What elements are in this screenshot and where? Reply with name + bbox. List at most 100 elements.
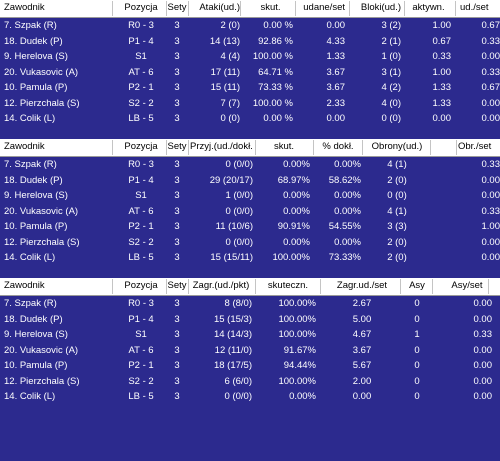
column-divider[interactable] xyxy=(240,1,241,16)
table-cell: P1 - 4 xyxy=(128,35,154,47)
column-divider[interactable] xyxy=(188,279,189,294)
column-divider[interactable] xyxy=(255,140,256,155)
table-row[interactable]: 12. Pierzchala (S) S2 - 2 3 7 (7) 100.00 % 2.… xyxy=(0,96,500,112)
table-cell: 0.00 xyxy=(352,391,372,402)
table-header[interactable]: Zawodnik Pozycja Sety Zagr.(ud./pkt) skutecz… xyxy=(0,278,500,296)
table-cell: 2 (1) xyxy=(381,35,401,47)
table-cell: 0.33 xyxy=(481,205,500,217)
table-cell: 12. Pierzchala (S) xyxy=(4,97,80,109)
column-header[interactable]: Sety xyxy=(167,141,187,152)
column-divider[interactable] xyxy=(188,140,189,155)
column-header[interactable]: Zagr.ud./set xyxy=(336,280,388,291)
column-header[interactable]: Przyj.(ud./dokł.) xyxy=(190,141,253,152)
table-cell: 3 xyxy=(174,20,180,31)
column-divider[interactable] xyxy=(166,140,167,155)
column-header[interactable]: udane/set xyxy=(303,2,345,13)
column-divider[interactable] xyxy=(112,279,113,294)
table-row[interactable]: 9. Herelova (S) S1 3 4 (4) 100.00 % 1.33 1 (0)… xyxy=(0,49,500,65)
table-row[interactable]: 18. Dudek (P) P1 - 4 3 15 (15/3) 100.00% 5.00… xyxy=(0,312,500,328)
table-cell: 4 (1) xyxy=(387,205,407,217)
table-cell: P1 - 4 xyxy=(128,313,154,325)
column-header[interactable]: Ataki(ud.) xyxy=(199,2,240,13)
table-cell: 14. Colik (L) xyxy=(4,391,56,402)
table-row[interactable]: 7. Szpak (R) R0 - 3 3 0 (0/0) 0.00% 0.00% 4 (1… xyxy=(0,157,500,173)
column-header[interactable]: ud./set xyxy=(460,2,489,13)
column-divider[interactable] xyxy=(349,1,350,16)
column-header[interactable]: Zawodnik xyxy=(4,141,45,152)
column-header[interactable]: Zagr.(ud./pkt) xyxy=(192,280,250,291)
table-row[interactable]: 7. Szpak (R) R0 - 3 3 8 (8/0) 100.00% 2.67 0 0.… xyxy=(0,296,500,312)
column-divider[interactable] xyxy=(112,140,113,155)
column-divider[interactable] xyxy=(320,279,321,294)
column-divider[interactable] xyxy=(112,1,113,16)
table-cell: 0.00% xyxy=(283,236,310,248)
table-cell: 100.00% xyxy=(278,298,316,309)
column-divider[interactable] xyxy=(488,279,489,294)
table-row[interactable]: 14. Colik (L) LB - 5 3 15 (15/11) 100.00% 73.… xyxy=(0,250,500,266)
column-header[interactable]: skut. xyxy=(260,2,281,13)
table-row[interactable]: 14. Colik (L) LB - 5 3 0 (0/0) 0.00% 0.00 0 0.0… xyxy=(0,389,500,405)
column-header[interactable]: Asy/set xyxy=(451,280,483,291)
stats-table-2: Zawodnik Pozycja Sety Przyj.(ud./dokł.) skut… xyxy=(0,139,500,266)
table-cell: R0 - 3 xyxy=(128,159,154,170)
table-cell: S1 xyxy=(135,190,147,201)
column-divider[interactable] xyxy=(456,140,457,155)
column-header[interactable]: Pozycja xyxy=(124,2,158,13)
table-row[interactable]: 9. Herelova (S) S1 3 14 (14/3) 100.00% 4.67 1 0… xyxy=(0,327,500,343)
column-divider[interactable] xyxy=(400,279,401,294)
table-row[interactable]: 10. Pamula (P) P2 - 1 3 18 (17/5) 94.44% 5.67… xyxy=(0,358,500,374)
table-row[interactable]: 20. Vukasovic (A) AT - 6 3 0 (0/0) 0.00% 0.00… xyxy=(0,204,500,220)
table-header[interactable]: Zawodnik Pozycja Sety Ataki(ud.) skut. udane/… xyxy=(0,0,500,18)
table-row[interactable]: 10. Pamula (P) P2 - 1 3 15 (11) 73.33 % 3.67 4… xyxy=(0,80,500,96)
column-divider[interactable] xyxy=(362,140,363,155)
column-divider[interactable] xyxy=(404,1,405,16)
column-divider[interactable] xyxy=(255,279,256,294)
column-header[interactable]: skuteczn. xyxy=(267,280,309,291)
column-divider[interactable] xyxy=(295,1,296,16)
table-cell: 100.00% xyxy=(278,375,316,387)
column-header[interactable]: Pozycja xyxy=(124,280,158,291)
stats-table-1: Zawodnik Pozycja Sety Ataki(ud.) skut. udane/… xyxy=(0,0,500,127)
table-header[interactable]: Zawodnik Pozycja Sety Przyj.(ud./dokł.) skut… xyxy=(0,139,500,157)
column-divider[interactable] xyxy=(313,140,314,155)
column-header[interactable]: skut. xyxy=(273,141,295,152)
table-row[interactable]: 14. Colik (L) LB - 5 3 0 (0) 0.00 % 0.00 0 (0)… xyxy=(0,111,500,127)
table-cell: 29 (20/17) xyxy=(209,174,253,186)
column-header[interactable]: Sety xyxy=(167,280,187,291)
table-cell: 4 (4) xyxy=(220,51,240,62)
table-row[interactable]: 7. Szpak (R) R0 - 3 3 2 (0) 0.00 % 0.00 3 (2) 1… xyxy=(0,18,500,34)
table-cell: P2 - 1 xyxy=(128,82,154,93)
column-divider[interactable] xyxy=(166,279,167,294)
table-cell: 11 (10/6) xyxy=(215,221,253,232)
column-header[interactable]: Zawodnik xyxy=(4,2,45,13)
column-divider[interactable] xyxy=(166,1,167,16)
column-header[interactable]: Asy xyxy=(409,280,425,291)
table-row[interactable]: 18. Dudek (P) P1 - 4 3 29 (20/17) 68.97% 58.6… xyxy=(0,173,500,189)
column-divider[interactable] xyxy=(430,140,431,155)
table-row[interactable]: 10. Pamula (P) P2 - 1 3 11 (10/6) 90.91% 54.5… xyxy=(0,219,500,235)
column-header[interactable]: Pozycja xyxy=(124,141,158,152)
table-cell: 0.00 xyxy=(473,360,493,371)
table-row[interactable]: 12. Pierzchala (S) S2 - 2 3 0 (0/0) 0.00% 0.0… xyxy=(0,235,500,251)
table-row[interactable]: 20. Vukasovic (A) AT - 6 3 17 (11) 64.71 % 3.… xyxy=(0,65,500,81)
table-row[interactable]: 20. Vukasovic (A) AT - 6 3 12 (11/0) 91.67% 3… xyxy=(0,343,500,359)
table-cell: S1 xyxy=(135,51,147,62)
table-cell: 100.00 % xyxy=(252,51,293,62)
table-cell: 10. Pamula (P) xyxy=(4,360,68,371)
column-divider[interactable] xyxy=(432,279,433,294)
table-row[interactable]: 18. Dudek (P) P1 - 4 3 14 (13) 92.86 % 4.33 2 … xyxy=(0,34,500,50)
column-header[interactable]: Bloki(ud.) xyxy=(360,2,401,13)
column-header[interactable]: Obrony(ud.) xyxy=(371,141,423,152)
column-header[interactable]: Sety xyxy=(167,2,187,13)
column-divider[interactable] xyxy=(455,1,456,16)
column-header[interactable]: Zawodnik xyxy=(4,280,45,291)
column-header[interactable]: % dokł. xyxy=(322,141,354,152)
table-cell: P2 - 1 xyxy=(128,360,154,371)
column-divider[interactable] xyxy=(188,1,189,16)
table-row[interactable]: 12. Pierzchala (S) S2 - 2 3 6 (6/0) 100.00% 2… xyxy=(0,374,500,390)
column-header[interactable]: Obr./set xyxy=(458,141,492,152)
table-cell: 3 (2) xyxy=(381,20,401,31)
column-header[interactable]: aktywn. xyxy=(412,2,445,13)
table-row[interactable]: 9. Herelova (S) S1 3 1 (0/0) 0.00% 0.00% 0 (0)… xyxy=(0,188,500,204)
table-cell: 15 (15/3) xyxy=(213,313,252,325)
